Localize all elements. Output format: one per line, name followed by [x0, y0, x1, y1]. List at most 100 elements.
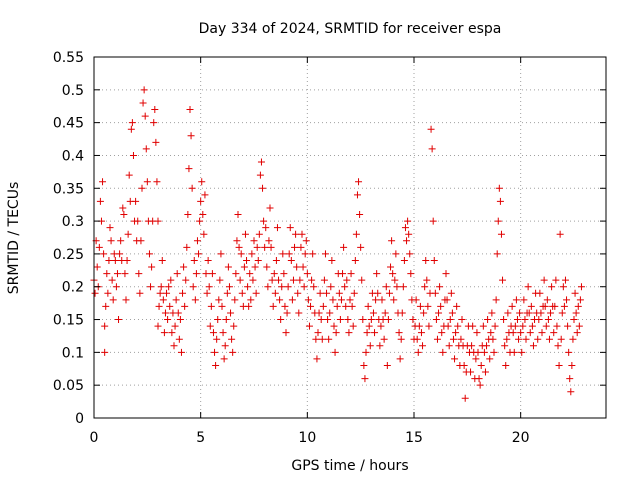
y-tick-label: 0.2 [62, 280, 84, 296]
data-point [99, 178, 107, 186]
data-point [348, 302, 356, 310]
data-point [560, 302, 568, 310]
data-point [267, 243, 275, 251]
data-point [392, 250, 400, 258]
data-point [119, 204, 127, 212]
data-point [216, 276, 224, 284]
data-point [369, 309, 377, 317]
data-point [198, 178, 206, 186]
data-point [232, 270, 240, 278]
data-point [248, 250, 256, 258]
data-point [572, 309, 580, 317]
data-point [325, 335, 333, 343]
grid [94, 57, 606, 418]
data-point [383, 361, 391, 369]
data-point [182, 276, 190, 284]
data-point [262, 224, 270, 232]
data-point [496, 197, 504, 205]
data-point [564, 322, 572, 330]
data-point [344, 316, 352, 324]
data-point [400, 256, 408, 264]
data-point [548, 283, 556, 291]
data-point [509, 329, 517, 337]
data-point [196, 217, 204, 225]
data-point [220, 355, 228, 363]
data-point [524, 283, 532, 291]
data-point [333, 302, 341, 310]
data-point [192, 270, 200, 278]
data-point [329, 296, 337, 304]
data-point [238, 289, 246, 297]
data-point [153, 178, 161, 186]
data-point [373, 270, 381, 278]
data-point [350, 289, 358, 297]
plot-frame [93, 56, 607, 419]
data-point [165, 283, 173, 291]
data-point [113, 270, 121, 278]
data-point [291, 243, 299, 251]
data-point [101, 322, 109, 330]
data-point [246, 270, 254, 278]
data-point [209, 329, 217, 337]
data-point [158, 256, 166, 264]
y-tick-labels: 0 0.05 0.1 0.15 0.2 0.25 0.3 0.35 0.4 0.45 0.5 0.55 [53, 50, 84, 427]
data-point [139, 99, 147, 107]
data-point [544, 316, 552, 324]
data-point [224, 263, 232, 271]
data-point [143, 178, 151, 186]
data-point [304, 296, 312, 304]
data-point [353, 191, 361, 199]
data-point [547, 309, 555, 317]
data-point [503, 335, 511, 343]
data-point [296, 276, 304, 284]
data-point [510, 348, 518, 356]
data-point [137, 237, 145, 245]
data-point [266, 204, 274, 212]
data-point [419, 342, 427, 350]
data-point [374, 289, 382, 297]
data-point [356, 211, 364, 219]
data-point [519, 322, 527, 330]
data-point [323, 289, 331, 297]
data-point [327, 283, 335, 291]
data-point [568, 361, 576, 369]
data-point [565, 348, 573, 356]
data-point [365, 322, 373, 330]
data-point [391, 276, 399, 284]
data-point [303, 270, 311, 278]
data-point [222, 316, 230, 324]
data-point [122, 296, 130, 304]
data-point [337, 296, 345, 304]
data-point [522, 335, 530, 343]
data-point [190, 256, 198, 264]
data-point [535, 316, 543, 324]
x-tick-label: 10 [298, 430, 316, 446]
data-point [263, 263, 271, 271]
data-point [567, 388, 575, 396]
data-point [293, 263, 301, 271]
y-tick-label: 0.3 [62, 214, 84, 230]
data-point [457, 335, 465, 343]
data-point [294, 289, 302, 297]
data-point [96, 197, 104, 205]
data-point [159, 296, 167, 304]
data-point [577, 283, 585, 291]
data-point [100, 250, 108, 258]
data-point [278, 283, 286, 291]
data-point [501, 342, 509, 350]
data-point [380, 335, 388, 343]
data-point [170, 342, 178, 350]
data-point [279, 250, 287, 258]
data-point [265, 237, 273, 245]
data-point [557, 335, 565, 343]
data-point [308, 276, 316, 284]
data-point [121, 270, 129, 278]
data-point [268, 276, 276, 284]
data-point [186, 106, 194, 114]
data-point [157, 283, 165, 291]
data-point [150, 119, 158, 127]
data-point [424, 302, 432, 310]
data-point [451, 355, 459, 363]
data-point [364, 302, 372, 310]
